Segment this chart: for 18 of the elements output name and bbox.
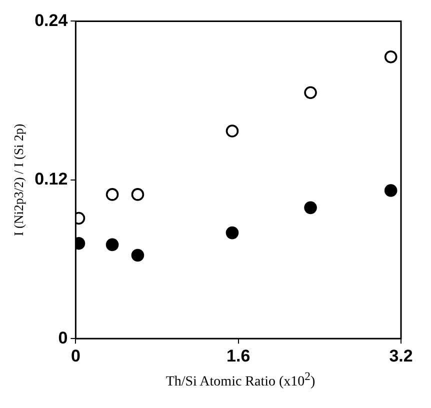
point — [384, 184, 398, 197]
point — [304, 86, 317, 100]
x-tick-label: 0 — [70, 346, 80, 366]
point — [106, 188, 119, 201]
y-tick-label: 0.12 — [34, 170, 68, 189]
y-axis-title: I (Ni2p3/2) / I (Si 2p) — [11, 124, 26, 236]
point — [226, 226, 239, 240]
x-tick-label: 3.2 — [389, 346, 413, 366]
y-tick-label: 0 — [58, 328, 68, 348]
point — [226, 124, 239, 138]
point — [131, 188, 144, 201]
x-tick-label: 1.6 — [226, 346, 250, 366]
x-axis-title: Th/Si Atomic Ratio (x10$^{2}$) — [164, 370, 316, 391]
point — [106, 238, 119, 252]
y-tick-label: 0.24 — [34, 10, 68, 30]
point — [384, 50, 398, 64]
point — [304, 201, 317, 214]
point — [131, 248, 144, 262]
